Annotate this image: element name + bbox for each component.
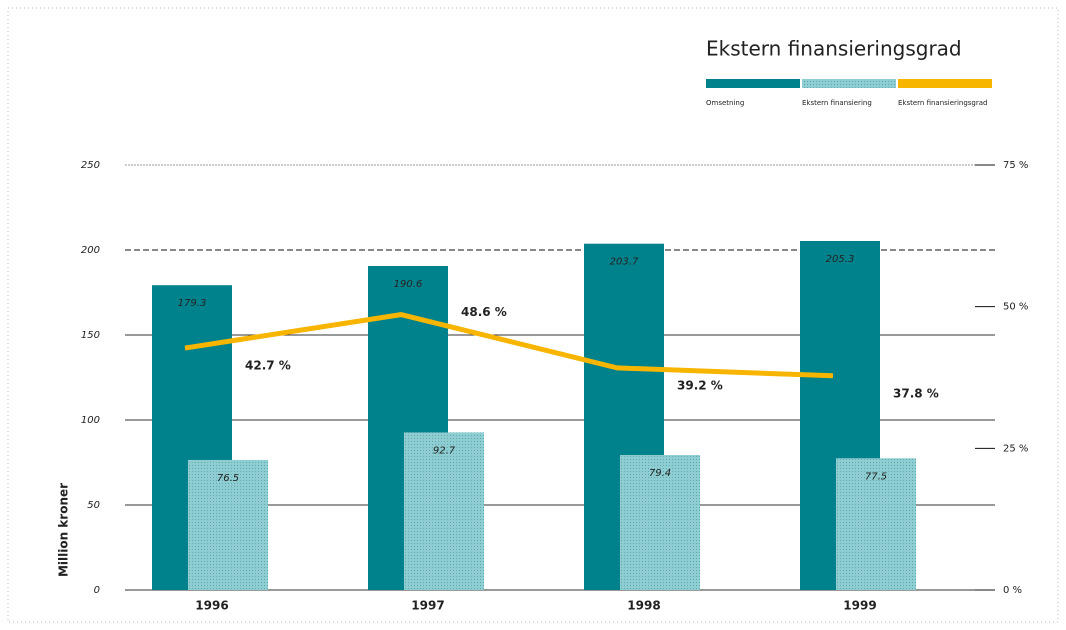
line-value-label: 42.7 % (245, 359, 291, 373)
y-tick-label: 50 (87, 500, 100, 511)
chart-title: Ekstern finansieringsgrad (706, 37, 962, 61)
bar-value-label: 79.4 (649, 468, 671, 479)
line-value-label: 39.2 % (677, 378, 723, 392)
legend-swatch (802, 79, 896, 88)
bar-value-label: 77.5 (865, 471, 887, 482)
y2-tick-label: 75 % (1003, 160, 1028, 171)
legend-swatch (706, 79, 800, 88)
y2-tick-label: 50 % (1003, 302, 1028, 313)
bar (620, 455, 700, 590)
y-tick-label: 150 (81, 330, 100, 341)
y-tick-label: 250 (81, 160, 100, 171)
legend-label: Omsetning (706, 99, 744, 107)
bar-value-label: 190.6 (394, 279, 423, 290)
frame (7, 7, 1059, 623)
legend-label: Ekstern finansieringsgrad (898, 99, 987, 107)
bar-value-label: 76.5 (217, 473, 239, 484)
y-tick-label: 0 (94, 585, 100, 596)
bar (188, 459, 268, 590)
line-value-label: 48.6 % (461, 305, 507, 319)
bar-value-label: 179.3 (178, 298, 207, 309)
x-tick-label: 1996 (195, 599, 228, 613)
y-tick-label: 100 (81, 415, 100, 426)
y-tick-label: 200 (81, 245, 100, 256)
bar (404, 432, 484, 590)
y-axis-label: Million kroner (57, 483, 71, 577)
x-tick-label: 1997 (411, 599, 444, 613)
line-value-label: 37.8 % (893, 386, 939, 400)
legend-label: Ekstern finansiering (802, 99, 872, 107)
x-tick-label: 1999 (843, 599, 876, 613)
y2-tick-label: 25 % (1003, 443, 1028, 454)
bar (836, 458, 916, 590)
x-tick-label: 1998 (627, 599, 660, 613)
bar-value-label: 203.7 (610, 257, 639, 268)
legend-swatch (898, 79, 992, 88)
y2-tick-label: 0 % (1003, 585, 1022, 596)
bar-value-label: 92.7 (433, 445, 456, 456)
bar-value-label: 205.3 (826, 254, 855, 265)
line (184, 312, 834, 379)
